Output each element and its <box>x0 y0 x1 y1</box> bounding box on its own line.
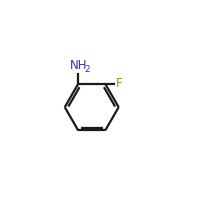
Text: F: F <box>116 77 123 90</box>
Text: 2: 2 <box>85 65 90 74</box>
Text: NH: NH <box>69 59 87 72</box>
